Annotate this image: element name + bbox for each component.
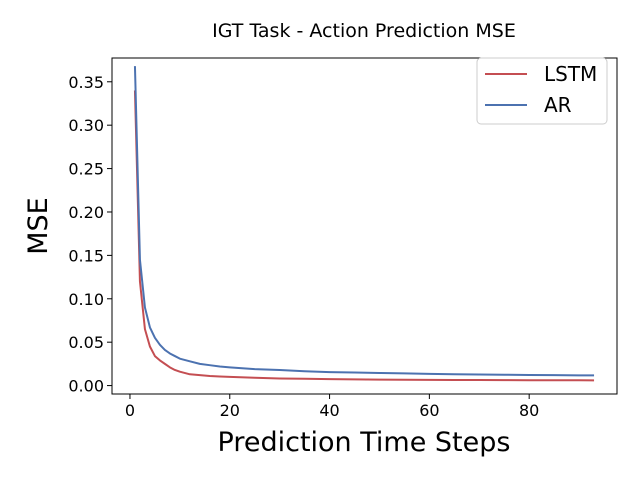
legend-label-ar: AR bbox=[544, 93, 572, 117]
x-axis: 0 20 40 60 80 bbox=[125, 394, 539, 420]
x-axis-label: Prediction Time Steps bbox=[218, 427, 511, 458]
chart-title: IGT Task - Action Prediction MSE bbox=[212, 20, 516, 42]
y-tick-label: 0.10 bbox=[68, 290, 104, 309]
legend-label-lstm: LSTM bbox=[544, 62, 597, 86]
x-tick-label: 40 bbox=[319, 401, 339, 420]
x-tick-label: 80 bbox=[519, 401, 539, 420]
x-tick-label: 60 bbox=[419, 401, 439, 420]
y-tick-label: 0.15 bbox=[68, 246, 104, 265]
series-layer bbox=[133, 66, 595, 382]
y-tick-label: 0.05 bbox=[68, 333, 104, 352]
y-tick-label: 0.30 bbox=[68, 116, 104, 135]
x-tick-label: 20 bbox=[220, 401, 240, 420]
y-tick-label: 0.20 bbox=[68, 203, 104, 222]
x-tick-label: 0 bbox=[125, 401, 135, 420]
axes-frame bbox=[111, 57, 618, 395]
y-tick-label: 0.00 bbox=[68, 377, 104, 396]
series-line-ar bbox=[133, 66, 595, 377]
series-line-lstm bbox=[133, 90, 595, 382]
plot-area bbox=[111, 57, 618, 395]
y-tick-label: 0.25 bbox=[68, 160, 104, 179]
legend: LSTM AR bbox=[476, 57, 608, 125]
y-axis-label: MSE bbox=[23, 197, 54, 255]
y-axis: 0.00 0.05 0.10 0.15 0.20 0.25 0.30 0.35 bbox=[68, 73, 112, 396]
y-tick-label: 0.35 bbox=[68, 73, 104, 92]
